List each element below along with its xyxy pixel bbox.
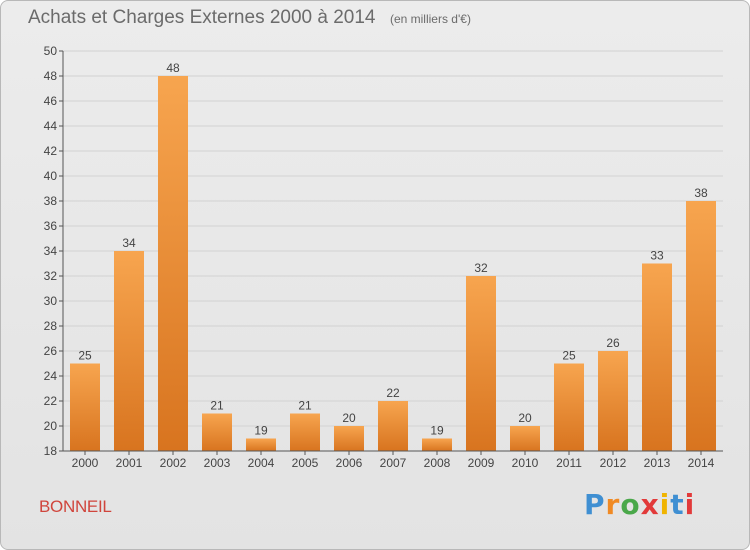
- x-tick-label: 2003: [204, 456, 231, 470]
- data-label: 48: [166, 61, 180, 75]
- proxiti-logo: Proxiti: [584, 488, 695, 521]
- logo-letter: i: [684, 488, 696, 521]
- bar-2011: [554, 363, 584, 451]
- x-tick-label: 2007: [380, 456, 407, 470]
- x-tick-label: 2014: [688, 456, 715, 470]
- data-label: 25: [562, 349, 576, 363]
- bar-2008: [422, 438, 452, 451]
- data-label: 20: [518, 411, 532, 425]
- y-tick-label: 22: [44, 394, 58, 408]
- x-tick-label: 2010: [512, 456, 539, 470]
- x-tick-label: 2001: [116, 456, 143, 470]
- axes: [59, 50, 723, 455]
- logo-letter: o: [620, 488, 641, 521]
- bar-2006: [334, 426, 364, 451]
- x-tick-label: 2004: [248, 456, 275, 470]
- bar-2010: [510, 426, 540, 451]
- bars: [70, 76, 716, 451]
- data-label: 22: [386, 386, 400, 400]
- bar-2005: [290, 413, 320, 451]
- x-tick-label: 2013: [644, 456, 671, 470]
- bar-2000: [70, 363, 100, 451]
- data-label: 26: [606, 336, 620, 350]
- y-tick-label: 32: [44, 269, 58, 283]
- logo-letter: x: [640, 488, 660, 521]
- chart-subtitle: (en milliers d'€): [389, 12, 471, 26]
- x-tick-label: 2006: [336, 456, 363, 470]
- bar-2001: [114, 251, 144, 451]
- bar-2004: [246, 438, 276, 451]
- y-tick-label: 24: [44, 369, 58, 383]
- y-tick-label: 20: [44, 419, 58, 433]
- data-label: 21: [210, 399, 224, 413]
- data-label: 32: [474, 261, 488, 275]
- data-label: 25: [78, 349, 92, 363]
- data-label: 19: [430, 424, 444, 438]
- x-tick-label: 2012: [600, 456, 627, 470]
- bar-2013: [642, 263, 672, 451]
- y-tick-label: 36: [44, 219, 58, 233]
- chart-title: Achats et Charges Externes 2000 à 2014: [28, 7, 376, 28]
- x-tick-label: 2005: [292, 456, 319, 470]
- x-tick-label: 2011: [556, 456, 582, 470]
- data-label: 20: [342, 411, 356, 425]
- y-tick-label: 44: [44, 119, 58, 133]
- data-label: 38: [694, 186, 708, 200]
- y-tick-label: 38: [44, 194, 58, 208]
- y-tick-label: 26: [44, 344, 58, 358]
- y-tick-label: 40: [44, 169, 58, 183]
- y-tick-label: 34: [44, 244, 58, 258]
- y-tick-label: 30: [44, 294, 58, 308]
- y-tick-label: 42: [44, 144, 58, 158]
- commune-name: BONNEIL: [39, 497, 112, 516]
- bar-2007: [378, 401, 408, 451]
- title-row: Achats et Charges Externes 2000 à 2014 (…: [28, 7, 471, 29]
- bar-2003: [202, 413, 232, 451]
- data-label: 19: [254, 424, 268, 438]
- bar-2014: [686, 201, 716, 451]
- y-tick-label: 50: [44, 44, 58, 58]
- data-label: 21: [298, 399, 312, 413]
- logo-letter: r: [605, 488, 621, 521]
- y-tick-label: 48: [44, 69, 58, 83]
- y-tick-label: 28: [44, 319, 58, 333]
- x-tick-label: 2009: [468, 456, 495, 470]
- labels: 18 20 22 24 26 28 30 32 34 36 38 40 42 44 46 48 50 25 2000…: [44, 44, 715, 470]
- y-tick-label: 18: [44, 444, 58, 458]
- data-label: 34: [122, 236, 136, 250]
- data-label: 33: [650, 249, 664, 263]
- logo-letter: t: [670, 488, 685, 521]
- logo-letter: i: [659, 488, 671, 521]
- x-tick-label: 2000: [72, 456, 99, 470]
- bar-2002: [158, 76, 188, 451]
- x-tick-label: 2008: [424, 456, 451, 470]
- x-tick-label: 2002: [160, 456, 187, 470]
- bar-2012: [598, 351, 628, 451]
- logo-letter: P: [584, 488, 606, 521]
- y-tick-label: 46: [44, 94, 58, 108]
- bar-2009: [466, 276, 496, 451]
